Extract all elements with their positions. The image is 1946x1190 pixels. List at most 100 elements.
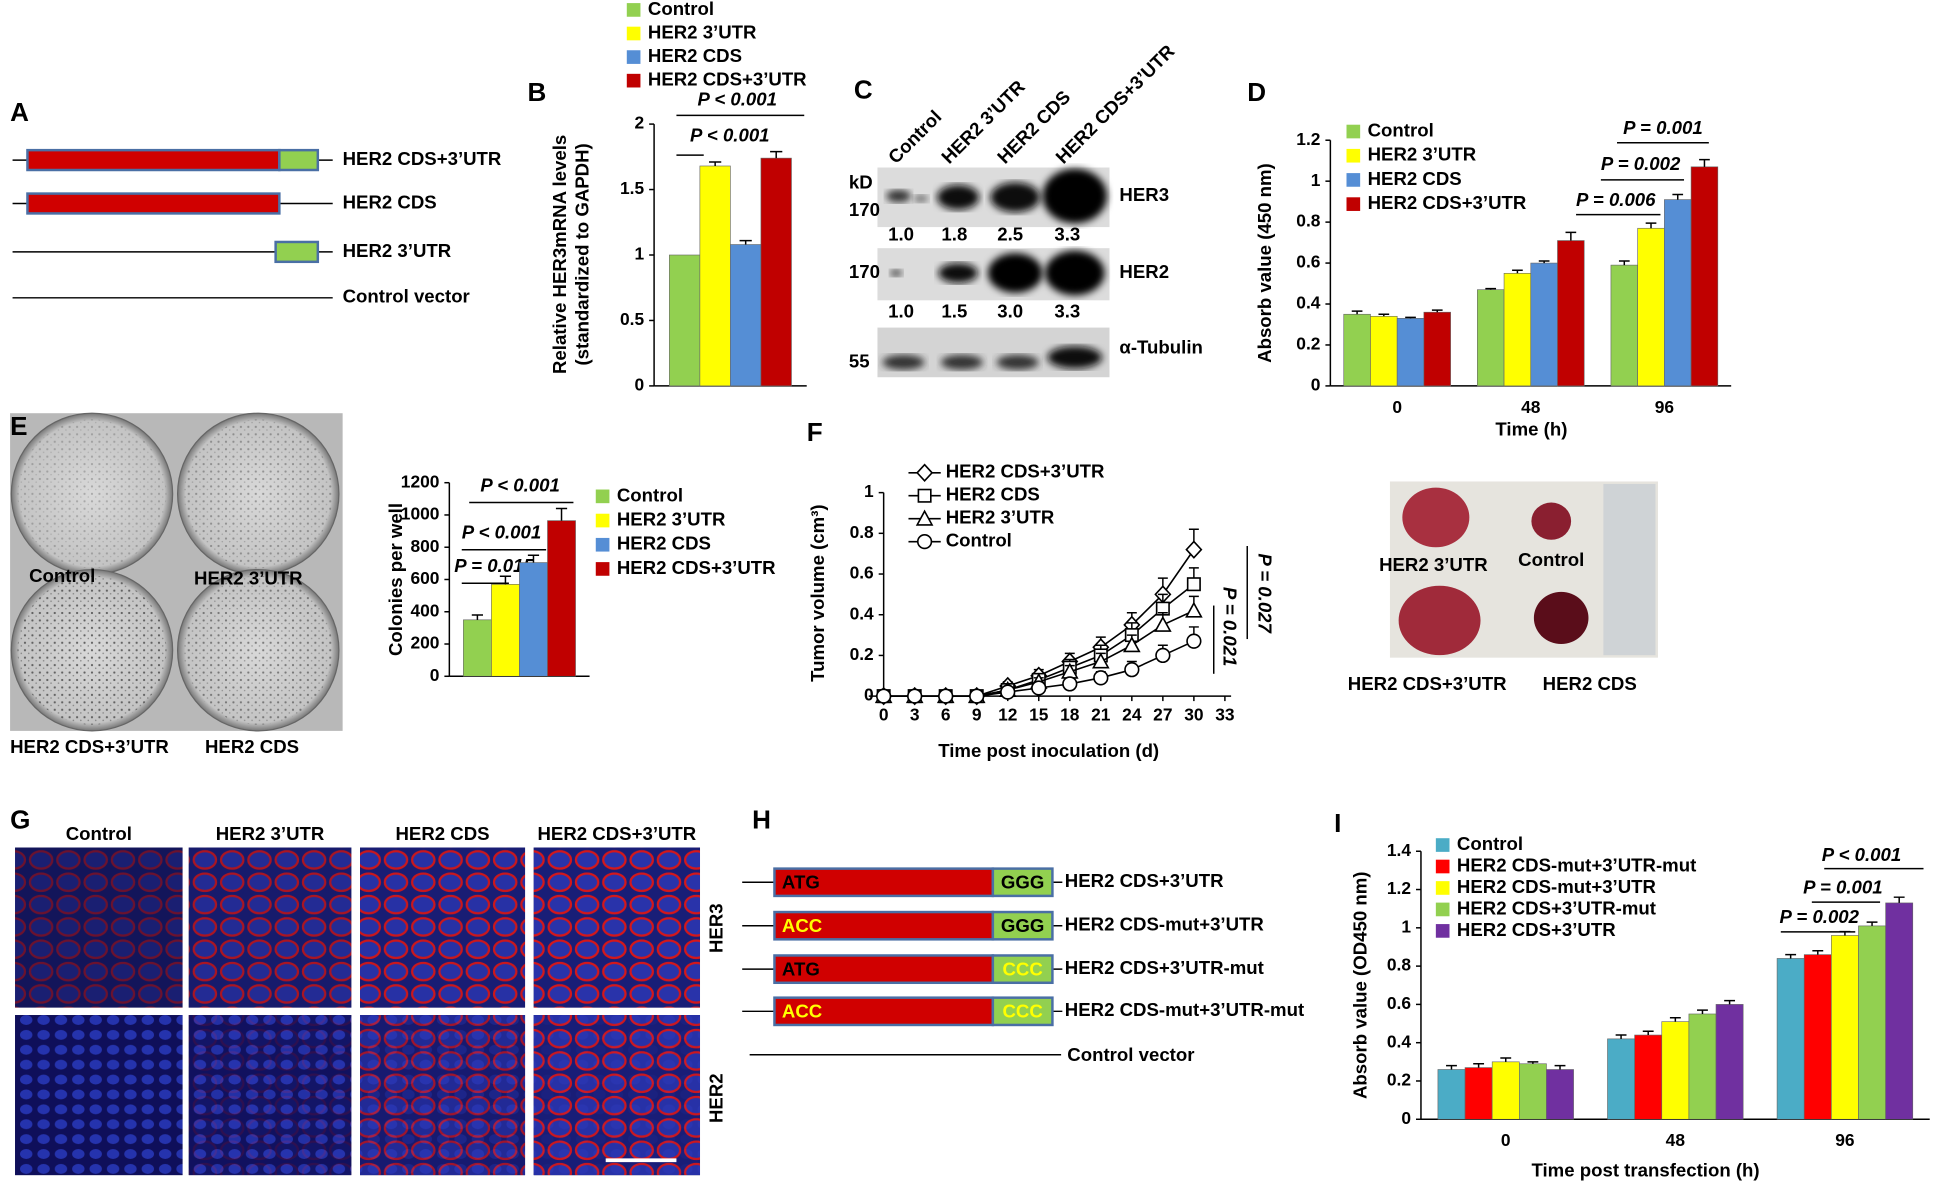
- x-tick-label: 12: [998, 705, 1017, 725]
- panel-letter: C: [854, 75, 873, 105]
- y-tick-label: 0.4: [1387, 1031, 1411, 1051]
- well-label: Control: [29, 565, 95, 586]
- construct-label: HER2 CDS-mut+3’UTR: [1065, 914, 1265, 935]
- legend-label: HER2 CDS+3’UTR: [946, 461, 1105, 482]
- x-tick-label: 48: [1666, 1130, 1686, 1150]
- construct-label: HER2 CDS+3’UTR: [1065, 870, 1224, 891]
- error-bar: [1446, 1064, 1457, 1070]
- construct-box: [773, 954, 995, 985]
- p-value: P < 0.001: [462, 521, 542, 542]
- bar: [1423, 311, 1451, 387]
- error-bar: [1554, 1064, 1566, 1070]
- bar: [491, 584, 520, 677]
- y-tick-label: 0.8: [1387, 955, 1411, 975]
- ratio: 3.3: [1054, 301, 1080, 322]
- error-bar: [1642, 1030, 1654, 1036]
- ratio: 2.5: [997, 224, 1023, 245]
- error-bar: [739, 239, 752, 245]
- p-value: P = 0.002: [1601, 153, 1681, 174]
- codon: ATG: [782, 871, 820, 892]
- bar: [463, 619, 492, 677]
- y-tick-label: 0.2: [1387, 1070, 1411, 1090]
- p-value: P = 0.002: [1780, 906, 1860, 927]
- p-value: P < 0.001: [480, 474, 560, 495]
- error-bar: [1645, 222, 1657, 229]
- legend-swatch: [1346, 173, 1361, 187]
- x-tick-label: 6: [941, 705, 951, 725]
- construct-box: [26, 192, 281, 215]
- x-tick-label: 30: [1184, 705, 1203, 725]
- ratio: 1.0: [888, 224, 914, 245]
- y-axis-title: Colonies per well: [385, 503, 406, 656]
- bar: [730, 244, 762, 387]
- bar: [1370, 315, 1398, 387]
- bar: [519, 562, 548, 677]
- p-value: P = 0.027: [1254, 553, 1275, 634]
- y-tick-label: 0.6: [1387, 993, 1411, 1013]
- error-bar: [1618, 260, 1630, 266]
- y-tick-label: 0: [1311, 375, 1321, 395]
- legend-label: HER2 CDS-mut+3’UTR-mut: [1457, 854, 1696, 875]
- legend-label: Control: [1457, 833, 1523, 854]
- micro-image: [15, 1015, 183, 1176]
- y-tick-label: 1200: [401, 471, 440, 491]
- y-tick-label: 0: [864, 685, 874, 705]
- p-value: P < 0.001: [697, 88, 777, 109]
- error-bar: [1669, 1017, 1681, 1022]
- codon: GGG: [1001, 871, 1044, 892]
- legend-label: HER2 CDS-mut+3’UTR: [1457, 876, 1657, 897]
- y-tick-label: 200: [410, 633, 439, 653]
- micro-image: [188, 1015, 352, 1176]
- y-tick-label: 1: [1401, 916, 1411, 936]
- legend-swatch: [1346, 197, 1361, 211]
- construct-label: HER2 3’UTR: [343, 240, 452, 261]
- point: [1031, 680, 1047, 696]
- bar: [1634, 1034, 1663, 1120]
- well-label: HER2 3’UTR: [194, 567, 303, 588]
- error-bar: [1697, 1009, 1708, 1014]
- p-value: P = 0.001: [1623, 117, 1703, 138]
- panel-letter: A: [10, 97, 29, 127]
- x-tick-label: 96: [1655, 397, 1675, 417]
- error-bar: [1527, 1061, 1539, 1064]
- bar: [1664, 199, 1692, 387]
- legend-swatch: [626, 26, 641, 41]
- construct-label: Control vector: [343, 286, 470, 307]
- unit-label: kD: [849, 172, 873, 193]
- error-bar: [1538, 260, 1550, 264]
- p-value: P = 0.021: [1220, 587, 1241, 667]
- error-bar: [1812, 950, 1824, 955]
- codon: ACC: [782, 915, 822, 936]
- p-value: P < 0.001: [1822, 844, 1902, 865]
- y-tick-label: 0.2: [1296, 334, 1320, 354]
- y-tick-label: 0.8: [850, 522, 874, 542]
- construct-label: HER2 CDS: [343, 191, 437, 212]
- mw-marker: 55: [849, 350, 870, 371]
- legend-swatch: [1435, 881, 1450, 895]
- x-tick-label: 0: [879, 705, 889, 725]
- tumor-label: HER2 CDS: [1543, 673, 1637, 694]
- legend-label: Control: [617, 484, 683, 505]
- y-tick-label: 0.4: [1296, 293, 1320, 313]
- bar: [1688, 1013, 1717, 1120]
- y-tick-label: 0.6: [1296, 252, 1320, 272]
- micro-image: [15, 847, 183, 1008]
- point: [1124, 662, 1140, 678]
- y-axis-title: Absorb value (450 nm): [1254, 163, 1275, 363]
- y-tick-label: 1: [1311, 170, 1321, 190]
- legend-marker: [916, 534, 933, 550]
- legend-label: HER2 CDS: [946, 484, 1040, 505]
- bar: [669, 254, 701, 387]
- error-bar: [1615, 1034, 1627, 1039]
- bar: [1437, 1069, 1466, 1120]
- y-tick-label: 2: [635, 113, 645, 133]
- error-bar: [1565, 231, 1577, 241]
- bar: [1803, 954, 1832, 1120]
- x-tick-label: 27: [1153, 705, 1172, 725]
- construct-box: [26, 148, 281, 172]
- error-bar: [770, 150, 783, 159]
- legend-label: HER2 3’UTR: [648, 21, 757, 42]
- p-value: P < 0.001: [690, 124, 770, 145]
- codon: ACC: [782, 1000, 822, 1021]
